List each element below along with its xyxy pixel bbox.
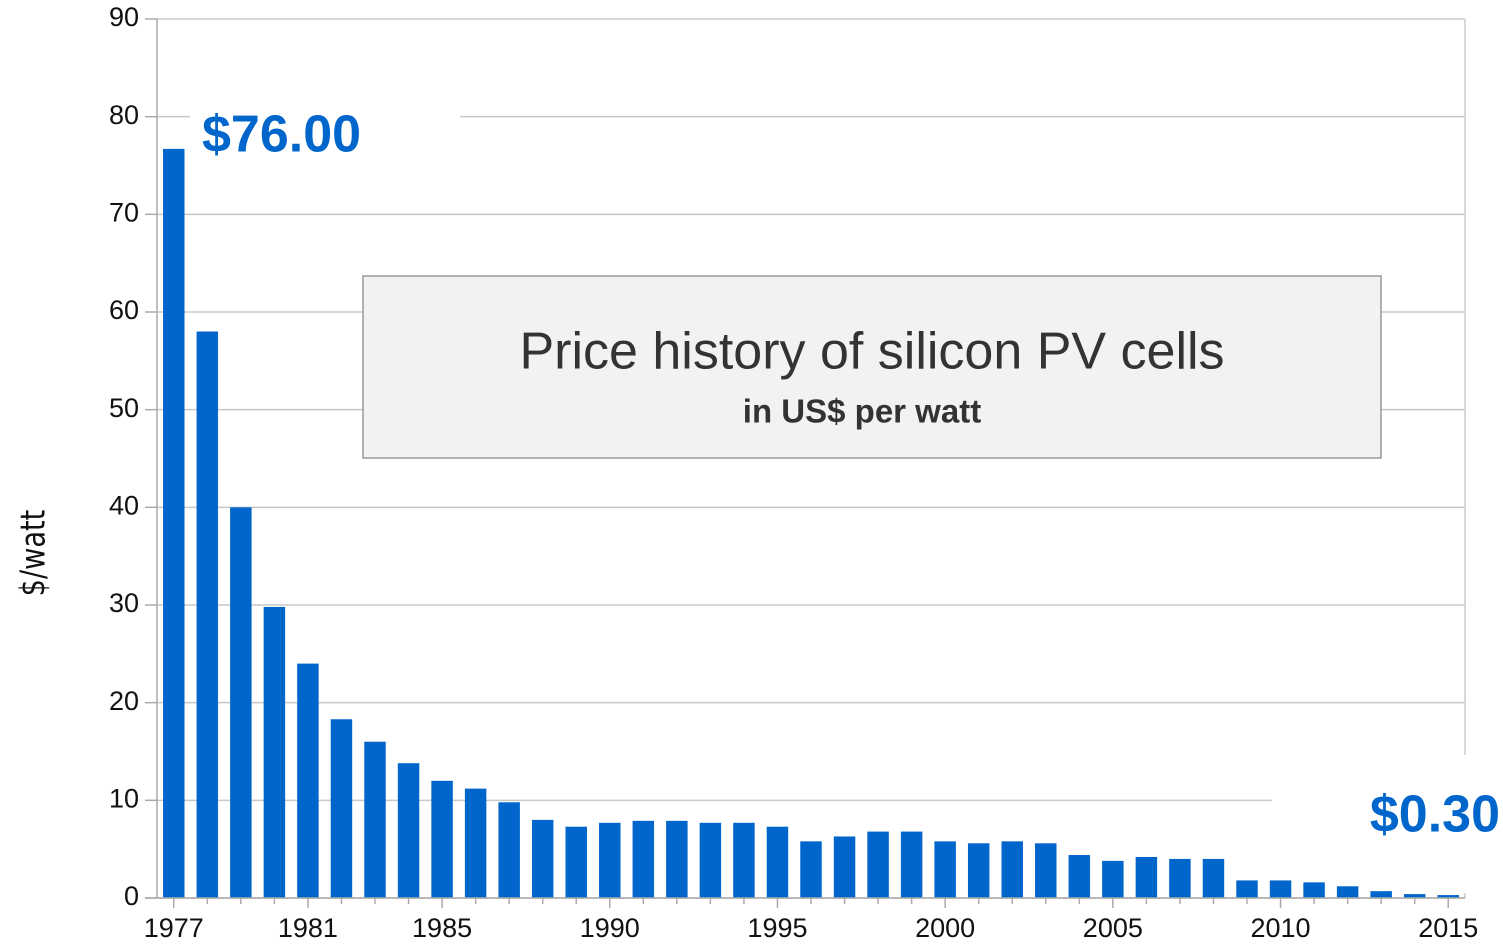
x-tick-label: 2010 [1250, 913, 1310, 943]
bar [632, 820, 655, 898]
bar [699, 822, 722, 898]
bar [1336, 886, 1359, 898]
title-box [362, 275, 1382, 459]
y-tick-label: 70 [109, 197, 139, 227]
x-tick-label: 2005 [1083, 913, 1143, 943]
x-tick-label: 1977 [144, 913, 204, 943]
chart-subtitle: in US$ per watt [743, 393, 981, 430]
annotation: $0.30 [1370, 786, 1500, 844]
bar [230, 507, 252, 898]
bar [431, 780, 453, 898]
bar [565, 826, 587, 898]
bar [766, 826, 789, 898]
y-axis-label: $/watt [13, 510, 53, 597]
bar [163, 148, 185, 898]
y-tick-label: 0 [124, 881, 139, 911]
bar [1068, 855, 1091, 898]
x-tick-label: 1990 [580, 913, 640, 943]
x-tick-label: 1981 [278, 913, 338, 943]
bar [531, 819, 554, 898]
y-tick-label: 60 [109, 295, 139, 325]
bar [1202, 858, 1225, 898]
x-tick-label: 1985 [412, 913, 472, 943]
bar [666, 820, 688, 898]
x-tick-label: 2000 [915, 913, 975, 943]
y-tick-label: 40 [109, 490, 139, 520]
x-tick-label: 2015 [1418, 913, 1478, 943]
bar [1102, 860, 1124, 898]
bar [1236, 880, 1258, 898]
bar [196, 331, 219, 898]
bar [867, 831, 889, 898]
bar [1403, 894, 1426, 898]
bar [934, 841, 956, 898]
bar [599, 822, 621, 898]
annotation-bg [1272, 755, 1503, 893]
bar [1437, 895, 1459, 898]
bar [1001, 841, 1023, 898]
y-tick-label: 10 [109, 783, 139, 813]
y-tick-label: 20 [109, 686, 139, 716]
bar [733, 822, 755, 898]
bar [397, 763, 420, 898]
bar [1303, 882, 1325, 898]
annotation: $76.00 [202, 106, 361, 164]
x-tick-label: 1995 [747, 913, 807, 943]
bar [1169, 858, 1191, 898]
y-tick-label: 80 [109, 100, 139, 130]
bar [1035, 843, 1057, 898]
y-tick-label: 90 [109, 2, 139, 32]
bar [833, 836, 856, 898]
bar [1135, 856, 1158, 898]
bar [330, 719, 353, 898]
bar [464, 788, 487, 898]
bar [900, 831, 923, 898]
y-tick-label: 50 [109, 393, 139, 423]
bar [1370, 891, 1392, 898]
bar [967, 843, 990, 898]
bar [364, 741, 386, 898]
bar [1269, 880, 1292, 898]
chart-title: Price history of silicon PV cells [519, 323, 1224, 381]
bar [800, 841, 822, 898]
y-tick-label: 30 [109, 588, 139, 618]
annotation-bg [190, 95, 460, 175]
bar [498, 802, 520, 898]
bar [263, 606, 286, 898]
bar [297, 663, 319, 898]
